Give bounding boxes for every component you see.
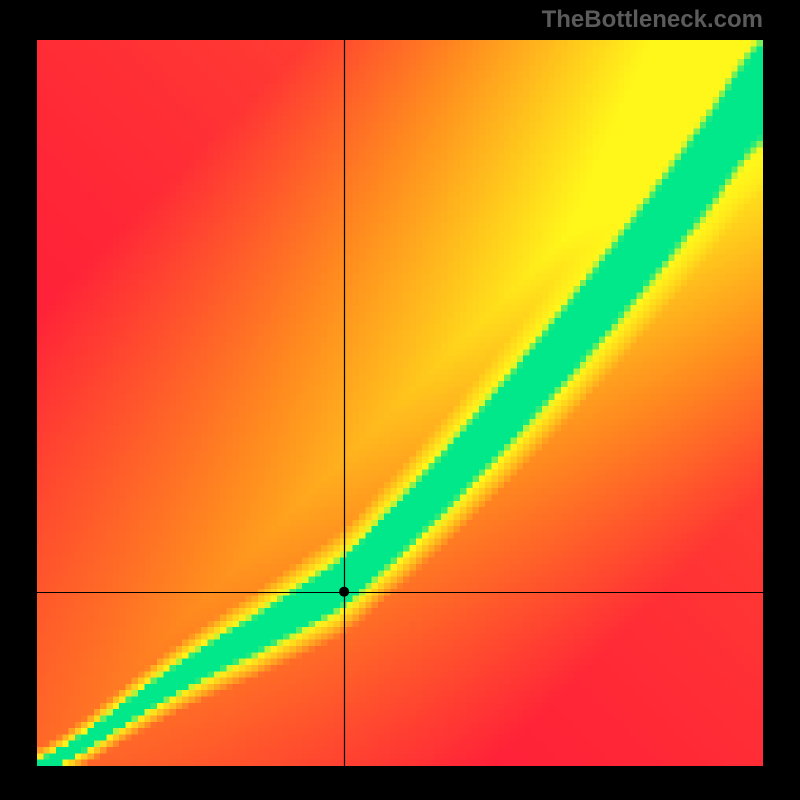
heatmap-canvas: [37, 40, 763, 766]
chart-container: TheBottleneck.com: [0, 0, 800, 800]
watermark-text: TheBottleneck.com: [542, 6, 763, 34]
